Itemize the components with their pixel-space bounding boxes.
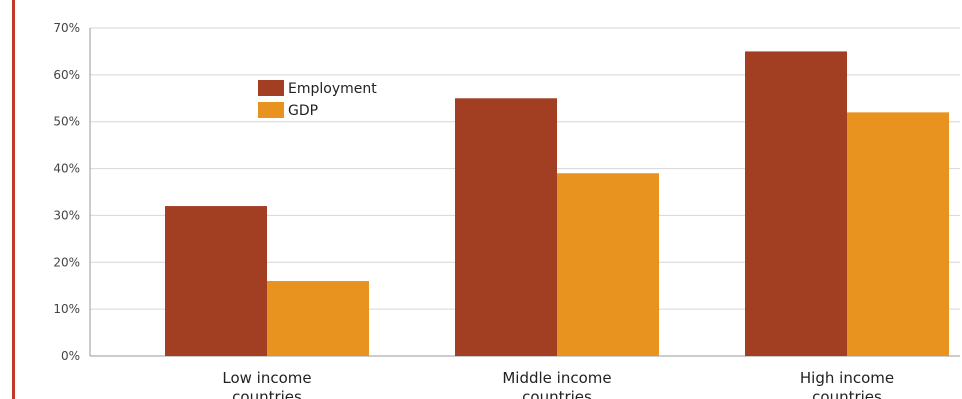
legend-label-gdp: GDP: [288, 103, 318, 119]
bar-employment: [165, 206, 267, 356]
y-tick-label: 10%: [53, 302, 80, 316]
left-border-rule: [12, 0, 15, 399]
y-tick-label: 60%: [53, 68, 80, 82]
bar-gdp: [847, 112, 949, 356]
bar-employment: [455, 98, 557, 357]
bar-gdp: [557, 173, 659, 356]
x-category-label: countries: [812, 388, 882, 399]
legend-swatch-employment: [258, 80, 284, 96]
x-category-label: countries: [522, 388, 592, 399]
x-category-label: Low income: [222, 369, 311, 387]
x-category-label: countries: [232, 388, 302, 399]
y-tick-label: 20%: [53, 255, 80, 269]
x-category-label: High income: [800, 369, 894, 387]
bar-gdp: [267, 281, 369, 356]
y-tick-label: 30%: [53, 208, 80, 222]
x-category-label: Middle income: [502, 369, 611, 387]
y-tick-label: 70%: [53, 21, 80, 35]
legend-label-employment: Employment: [288, 81, 377, 97]
y-tick-label: 50%: [53, 115, 80, 129]
y-tick-label: 40%: [53, 162, 80, 176]
legend-swatch-gdp: [258, 102, 284, 118]
bar-employment: [745, 51, 847, 357]
y-tick-label: 0%: [61, 349, 80, 363]
